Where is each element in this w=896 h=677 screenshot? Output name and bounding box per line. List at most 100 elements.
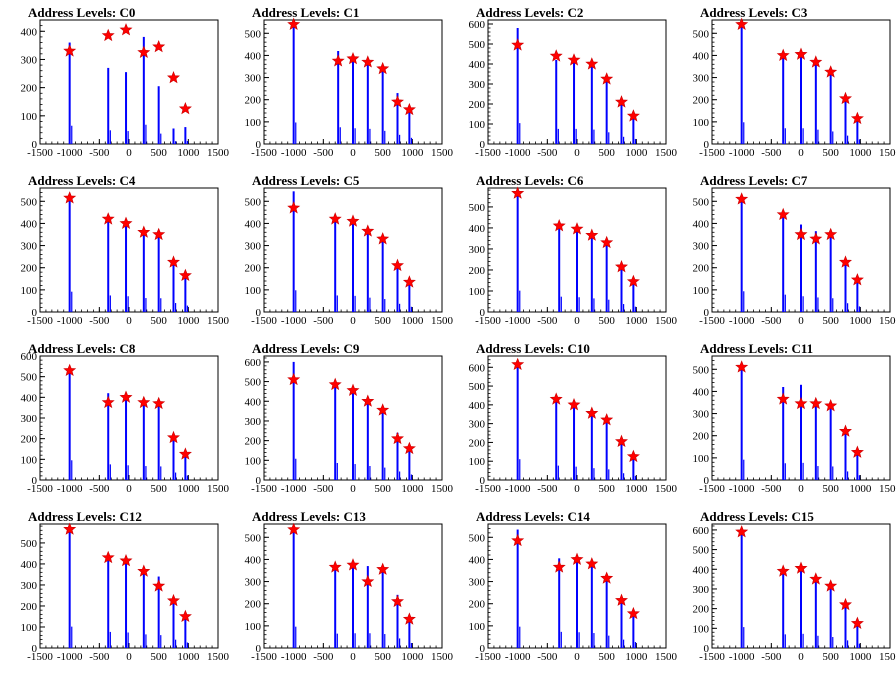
bar-minor: [519, 627, 520, 648]
bar-minor: [635, 642, 636, 648]
bar-minor: [847, 303, 848, 312]
bar: [158, 86, 160, 144]
y-tick-label: 300: [245, 416, 262, 428]
bar-minor: [340, 127, 341, 144]
chart-panel-c13: Address Levels: C130100200300400500-1500…: [245, 509, 454, 663]
x-tick-label: -1000: [729, 483, 755, 495]
bar-minor: [847, 471, 848, 480]
bar: [293, 24, 295, 144]
y-tick-label: 300: [469, 244, 486, 256]
chart-panel-c14: Address Levels: C140100200300400500-1500…: [469, 509, 678, 663]
chart-title: Address Levels: C3: [700, 5, 808, 20]
x-tick-label: 500: [150, 483, 167, 495]
bar-minor: [128, 632, 129, 648]
bar-minor: [579, 632, 580, 648]
bar-minor: [832, 298, 833, 312]
y-tick-label: 500: [21, 538, 38, 550]
bar-minor: [128, 131, 129, 144]
chart-title: Address Levels: C5: [252, 173, 360, 188]
x-tick-label: 0: [350, 651, 356, 663]
y-tick-label: 200: [21, 83, 38, 95]
y-tick-label: 100: [245, 455, 262, 467]
x-tick-label: -1500: [27, 651, 53, 663]
bar-minor: [399, 135, 400, 144]
bar-minor: [411, 138, 412, 144]
y-tick-label: 200: [21, 434, 38, 446]
x-tick-label: 500: [822, 147, 839, 159]
y-tick-label: 100: [245, 621, 262, 633]
bar: [69, 43, 71, 144]
y-tick-label: 200: [469, 99, 486, 111]
x-tick-label: 1500: [207, 315, 230, 327]
x-tick-label: 500: [598, 483, 615, 495]
bar-minor: [399, 304, 400, 312]
bar-minor: [160, 134, 161, 144]
bar-minor: [384, 299, 385, 312]
x-tick-label: -500: [313, 147, 334, 159]
x-tick-label: -500: [313, 651, 334, 663]
bar: [830, 405, 832, 480]
y-tick-label: 200: [469, 599, 486, 611]
x-tick-label: 1500: [207, 483, 230, 495]
x-tick-label: 0: [798, 651, 804, 663]
y-tick-label: 200: [469, 265, 486, 277]
bar-minor: [832, 466, 833, 480]
bar-minor: [175, 640, 176, 648]
y-tick-label: 500: [469, 202, 486, 214]
x-tick-label: -1000: [57, 315, 83, 327]
y-tick-label: 500: [469, 381, 486, 393]
x-tick-label: 1000: [177, 483, 200, 495]
chart-panel-c9: Address Levels: C90100200300400500600-15…: [245, 341, 454, 495]
y-tick-label: 400: [245, 396, 262, 408]
bar: [173, 262, 175, 312]
bar-minor: [355, 296, 356, 312]
bar: [741, 367, 743, 480]
bar-minor: [608, 300, 609, 312]
bar: [632, 116, 634, 144]
y-tick-label: 600: [469, 19, 486, 31]
x-tick-label: -500: [761, 147, 782, 159]
y-tick-label: 500: [21, 196, 38, 208]
x-tick-label: -1500: [475, 315, 501, 327]
bar-minor: [803, 128, 804, 144]
x-tick-label: 1000: [625, 483, 648, 495]
bar: [632, 615, 634, 648]
plot-frame: [40, 524, 218, 648]
bar-minor: [635, 476, 636, 480]
bar: [408, 449, 410, 480]
bar-minor: [803, 463, 804, 480]
bar-minor: [785, 463, 786, 480]
chart-title: Address Levels: C12: [28, 509, 142, 524]
y-tick-label: 500: [469, 39, 486, 51]
x-tick-label: 500: [374, 147, 391, 159]
bar: [408, 620, 410, 648]
bar-minor: [579, 297, 580, 312]
x-tick-label: -1000: [57, 483, 83, 495]
y-tick-label: 300: [21, 54, 38, 66]
x-tick-label: 500: [150, 651, 167, 663]
chart-panel-c1: Address Levels: C10100200300400500-1500-…: [245, 5, 454, 159]
bar-minor: [803, 296, 804, 312]
bar-minor: [110, 632, 111, 648]
y-tick-label: 400: [21, 559, 38, 571]
bar-minor: [519, 291, 520, 312]
chart-title: Address Levels: C7: [700, 173, 808, 188]
bar-minor: [295, 290, 296, 312]
x-tick-label: 1000: [401, 147, 424, 159]
x-tick-label: -1000: [505, 651, 531, 663]
bar-minor: [576, 129, 577, 144]
bar-minor: [187, 643, 188, 648]
bar-minor: [411, 307, 412, 312]
bar: [815, 64, 817, 144]
x-tick-label: 1500: [879, 651, 896, 663]
bar-minor: [160, 635, 161, 648]
bar: [158, 405, 160, 480]
x-tick-label: -1000: [281, 147, 307, 159]
chart-panel-c15: Address Levels: C150100200300400500600-1…: [693, 509, 896, 663]
x-tick-label: -1500: [251, 651, 277, 663]
x-tick-label: -1500: [251, 147, 277, 159]
bar: [173, 439, 175, 480]
x-tick-label: 1000: [625, 315, 648, 327]
x-tick-label: 0: [126, 315, 132, 327]
